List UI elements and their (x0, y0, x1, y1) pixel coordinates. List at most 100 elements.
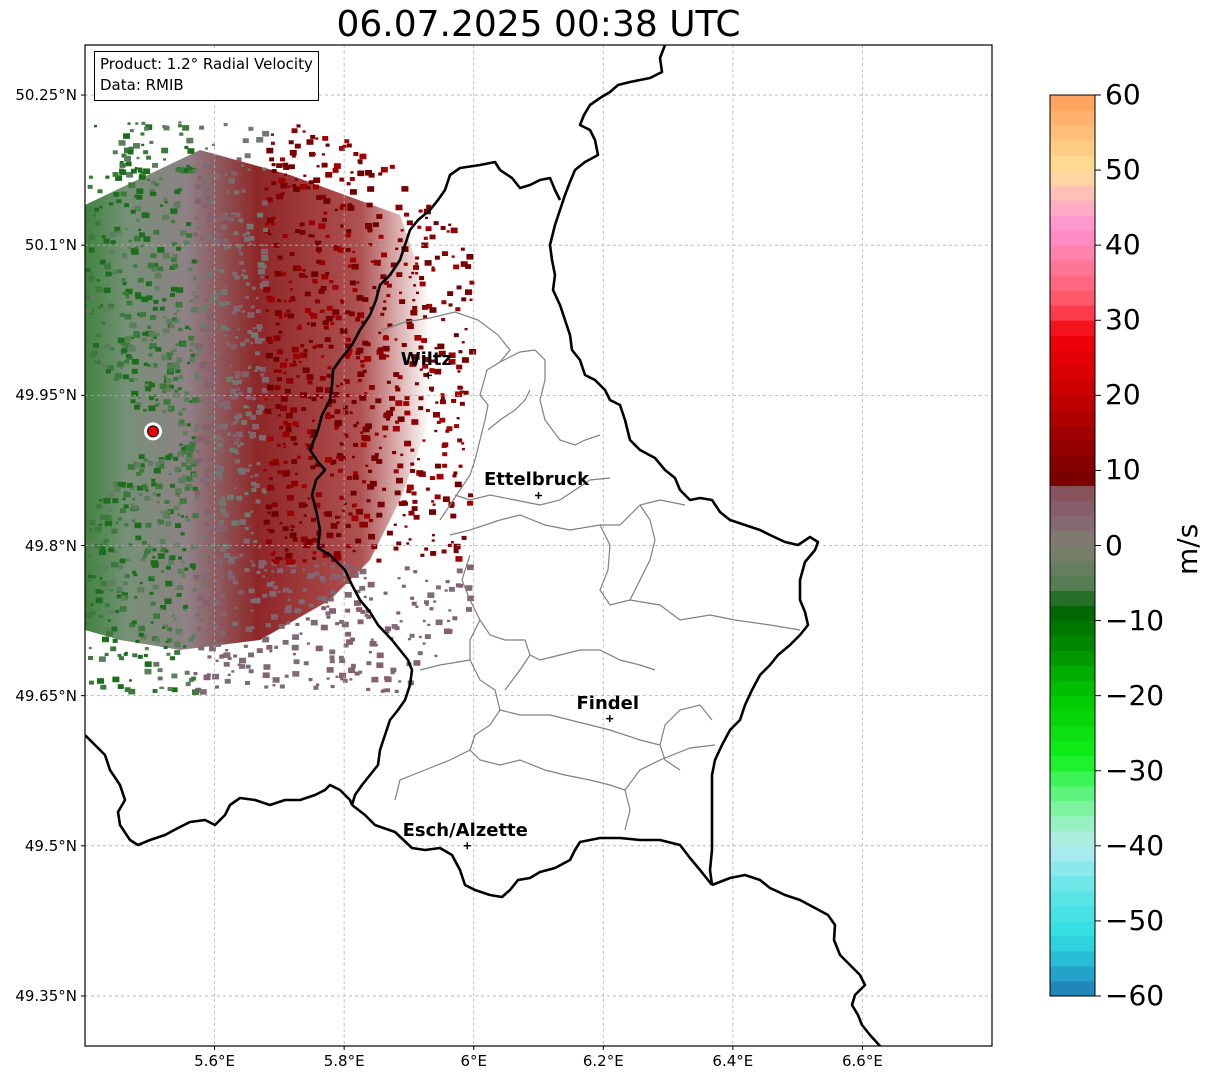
radar-echo-cell (455, 583, 461, 588)
radar-echo-cell (376, 558, 382, 563)
radar-echo-cell (241, 164, 245, 167)
radar-echo-cell (457, 438, 463, 443)
radar-echo-cell (326, 677, 330, 680)
radar-echo-cell (356, 607, 363, 612)
radar-echo-cell (455, 307, 461, 312)
radar-echo-cell (391, 624, 398, 629)
radar-echo-cell (343, 433, 349, 438)
radar-echo-cell (292, 421, 299, 427)
radar-echo-cell (406, 484, 414, 491)
radar-echo-cell (330, 322, 335, 326)
radar-echo-cell (125, 295, 130, 299)
radar-echo-cell (450, 541, 454, 544)
radar-echo-cell (87, 527, 93, 532)
radar-echo-cell (284, 557, 288, 561)
radar-echo-cell (250, 560, 254, 563)
radar-echo-cell (374, 432, 379, 436)
radar-echo-cell (368, 651, 372, 654)
radar-echo-cell (209, 639, 215, 644)
radar-echo-cell (132, 519, 136, 522)
radar-echo-cell (334, 555, 342, 561)
radar-echo-cell (144, 383, 152, 390)
radar-echo-cell (188, 335, 195, 341)
radar-echo-cell (298, 324, 302, 327)
radar-echo-cell (215, 629, 219, 632)
radar-echo-cell (469, 280, 475, 285)
radar-echo-cell (176, 309, 180, 313)
radar-echo-cell (319, 375, 326, 381)
radar-echo-cell (404, 212, 410, 217)
radar-echo-cell (315, 683, 319, 687)
radar-echo-cell (315, 299, 321, 304)
radar-echo-cell (434, 346, 438, 350)
radar-echo-cell (361, 434, 369, 441)
radar-echo-cell (410, 596, 415, 600)
city-marker (535, 491, 542, 499)
radar-echo-cell (406, 220, 413, 226)
radar-echo-cell (435, 585, 441, 590)
radar-echo-cell (238, 392, 243, 396)
radar-echo-cell (411, 601, 417, 606)
radar-echo-cell (286, 495, 294, 501)
radar-echo-cell (136, 485, 143, 491)
radar-echo-cell (286, 484, 292, 489)
radar-echo-cell (274, 271, 282, 277)
radar-echo-cell (152, 548, 157, 552)
radar-echo-cell (183, 609, 187, 612)
radar-echo-cell (390, 667, 397, 673)
radar-echo-cell (176, 287, 184, 293)
radar-echo-cell (157, 519, 162, 523)
radar-echo-cell (241, 310, 245, 313)
radar-echo-cell (88, 175, 93, 179)
radar-echo-cell (140, 634, 147, 640)
radar-echo-cell (350, 663, 356, 668)
radar-echo-cell (367, 186, 375, 192)
radar-echo-cell (193, 574, 200, 580)
radar-echo-cell (182, 125, 190, 131)
radar-echo-cell (198, 645, 205, 651)
radar-echo-cell (305, 539, 313, 545)
radar-echo-cell (112, 498, 119, 504)
colorbar-segment (1050, 305, 1095, 321)
radar-echo-cell (90, 272, 94, 276)
radar-echo-cell (214, 173, 221, 179)
radar-echo-cell (321, 596, 328, 602)
radar-echo-cell (200, 306, 208, 313)
radar-echo-cell (294, 178, 298, 181)
radar-echo-cell (231, 310, 237, 315)
radar-echo-cell (454, 424, 460, 429)
radar-echo-cell (101, 585, 109, 591)
radar-echo-cell (200, 248, 204, 252)
radar-echo-cell (155, 483, 163, 490)
radar-echo-cell (191, 634, 197, 639)
radar-echo-cell (257, 268, 265, 275)
radar-echo-cell (189, 563, 196, 569)
radar-echo-cell (461, 357, 469, 363)
radar-echo-cell (382, 487, 387, 491)
radar-echo-cell (383, 435, 387, 438)
radar-echo-cell (288, 164, 295, 170)
radar-echo-cell (335, 515, 340, 519)
radar-echo-cell (138, 625, 146, 632)
radar-echo-cell (291, 480, 299, 487)
radar-echo-cell (395, 204, 403, 211)
colorbar-segment (1050, 470, 1095, 486)
radar-echo-cell (342, 353, 350, 359)
radar-echo-cell (394, 490, 401, 496)
radar-echo-cell (261, 248, 269, 255)
radar-echo-cell (225, 327, 230, 331)
radar-echo-cell (177, 451, 185, 457)
radar-echo-cell (356, 281, 360, 284)
radar-echo-cell (276, 193, 284, 200)
radar-echo-cell (264, 411, 268, 415)
colorbar-segment (1050, 215, 1095, 231)
radar-echo-cell (124, 336, 132, 342)
radar-echo-cell (206, 429, 212, 434)
radar-echo-cell (290, 524, 295, 529)
radar-echo-cell (322, 552, 330, 558)
colorbar-segment (1050, 95, 1095, 111)
radar-echo-cell (275, 557, 281, 562)
colorbar-segment (1050, 605, 1095, 622)
radar-echo-cell (274, 645, 279, 649)
radar-echo-cell (275, 322, 280, 326)
